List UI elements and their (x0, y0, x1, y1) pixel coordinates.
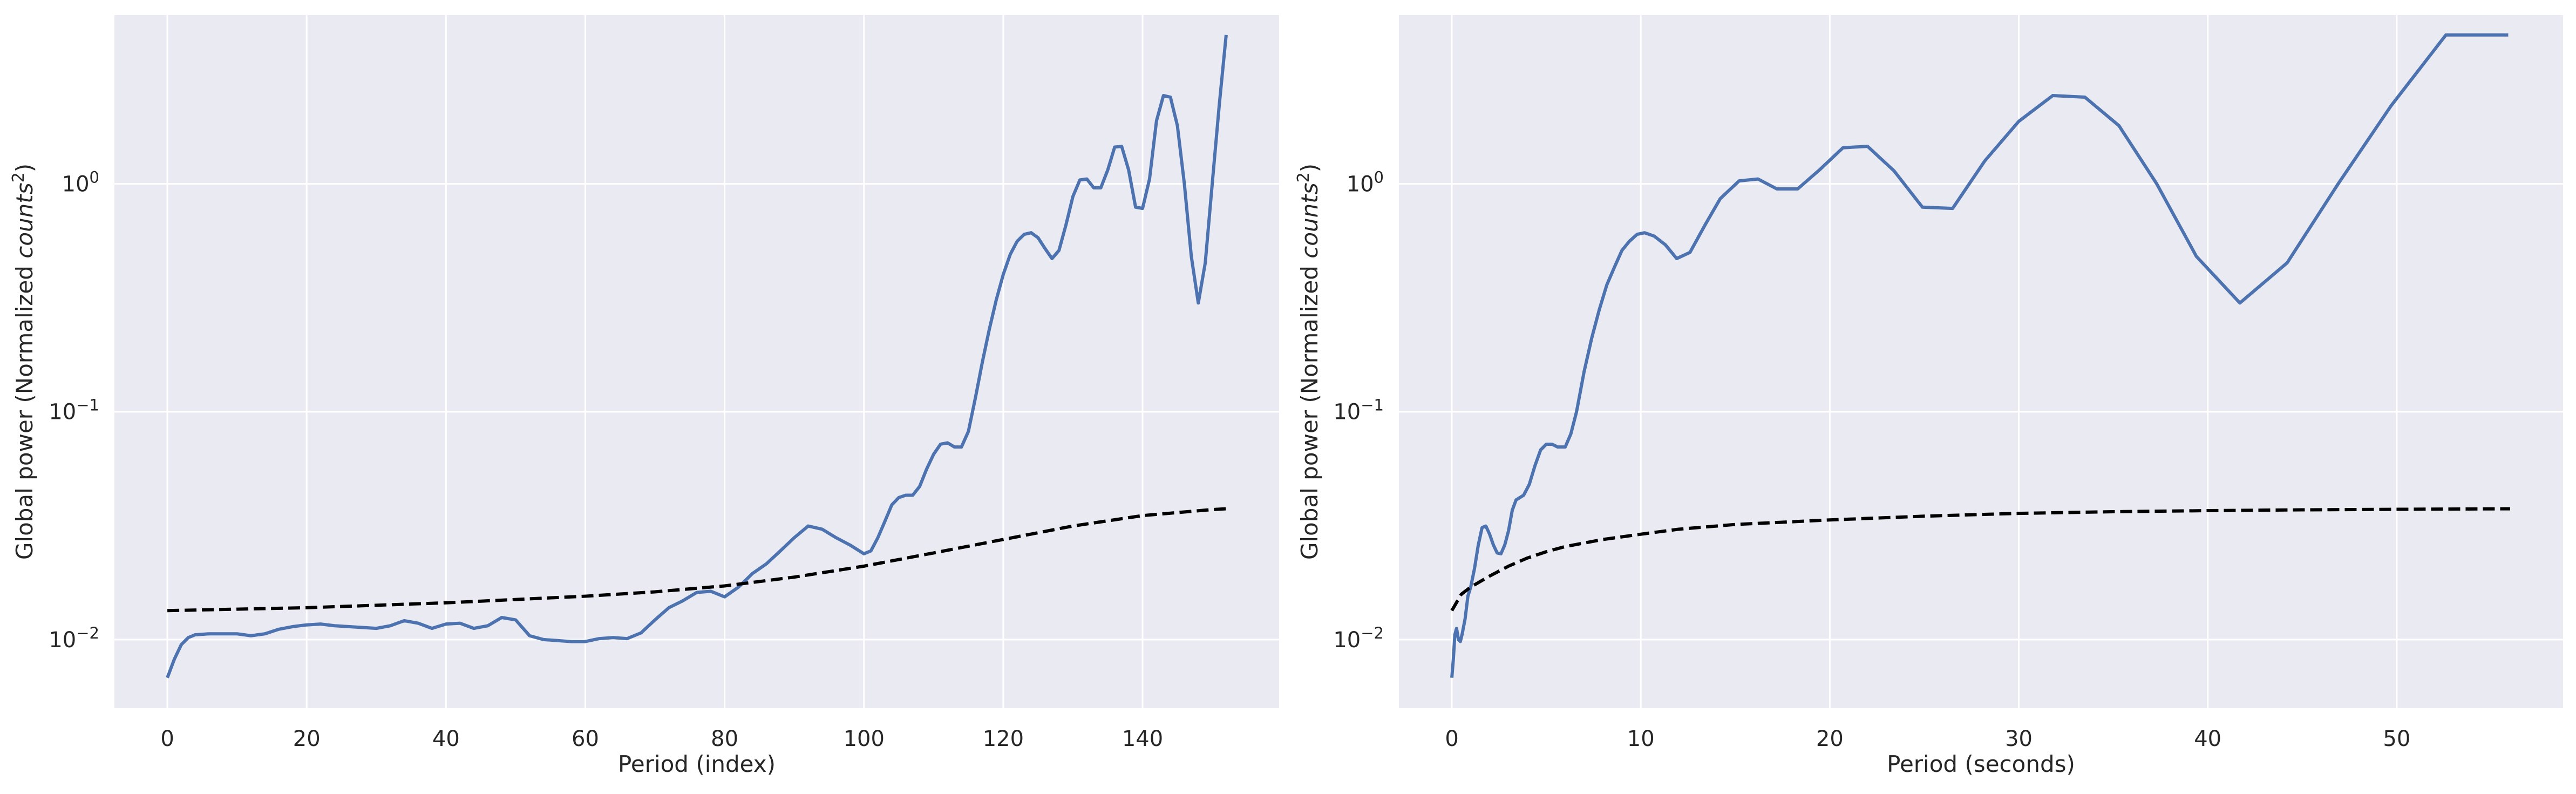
chart-panel-1: 0 20 40 60 80 100 120 140 10−2 10−1 100 Period (ind… (9, 15, 1279, 777)
plot-area (114, 15, 1279, 708)
y-tick-label: 10−1 (49, 396, 99, 425)
y-axis-label: Global power (Normalized counts2) (1294, 164, 1323, 560)
x-tick-label: 60 (572, 727, 599, 751)
x-tick-label: 10 (1627, 727, 1655, 751)
x-tick-label: 140 (1122, 727, 1163, 751)
chart-panel-2: 0 10 20 30 40 50 10−2 10−1 100 Period (seconds) Gl… (1294, 15, 2563, 777)
y-tick-label: 10−2 (49, 624, 99, 653)
y-tick-label: 10−2 (1333, 624, 1384, 653)
x-tick-label: 20 (293, 727, 321, 751)
x-tick-label: 50 (2383, 727, 2410, 751)
x-tick-label: 80 (711, 727, 738, 751)
y-tick-label: 100 (1347, 168, 1384, 197)
y-axis-label: Global power (Normalized counts2) (9, 164, 38, 560)
x-tick-label: 30 (2005, 727, 2033, 751)
y-tick-label: 10−1 (1333, 396, 1384, 425)
global-power-line (1450, 33, 2509, 678)
x-tick-label: 0 (1445, 727, 1458, 751)
significance-line (167, 507, 1227, 613)
x-tick-label: 120 (983, 727, 1024, 751)
global-power-line (166, 35, 1228, 678)
x-tick-label: 20 (1816, 727, 1844, 751)
y-tick-label: 100 (62, 168, 99, 197)
x-tick-label: 40 (2194, 727, 2221, 751)
x-tick-label: 40 (432, 727, 460, 751)
plot-area (1399, 15, 2563, 708)
x-axis-label: Period (index) (618, 751, 776, 777)
x-tick-label: 100 (844, 727, 885, 751)
x-tick-label: 0 (160, 727, 174, 751)
x-axis-label: Period (seconds) (1887, 751, 2075, 777)
significance-line (1450, 507, 2510, 612)
